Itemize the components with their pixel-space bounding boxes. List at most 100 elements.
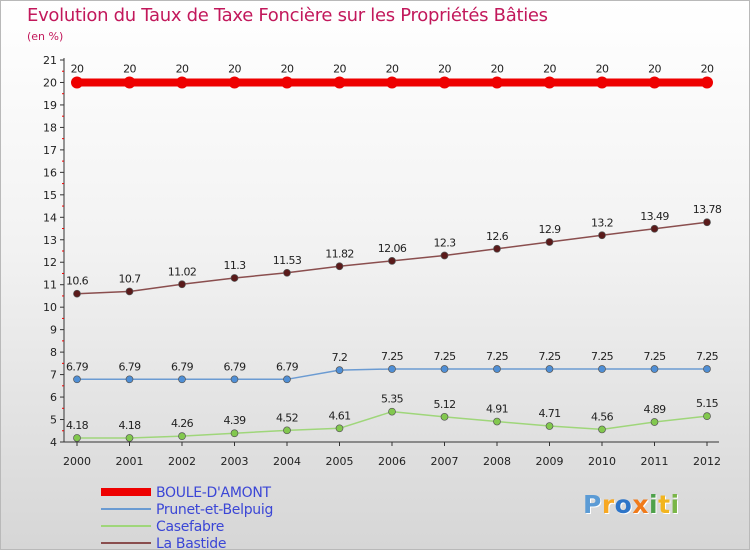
- data-label-la-bastide: 11.3: [223, 259, 246, 272]
- data-label-la-bastide: 11.53: [273, 254, 302, 267]
- legend-label-casefabre: Casefabre: [156, 519, 225, 535]
- y-tick-label: 15: [43, 189, 57, 202]
- y-tick-label: 21: [43, 54, 57, 67]
- data-point-boule-d-amont: [596, 76, 608, 89]
- data-label-boule-d-amont: 20: [71, 62, 84, 75]
- legend-label-boule-damont: BOULE-D'AMONT: [156, 485, 271, 501]
- y-tick-label: 10: [43, 301, 57, 314]
- y-tick-label: 5: [50, 414, 57, 427]
- data-point-boule-d-amont: [71, 76, 83, 89]
- data-label-prunet-et-belpuig: 6.79: [223, 360, 246, 373]
- y-tick-label: 19: [43, 99, 57, 112]
- data-point-casefabre: [440, 412, 449, 421]
- data-label-casefabre: 4.18: [66, 419, 89, 432]
- y-tick-label: 9: [50, 324, 57, 337]
- data-label-boule-d-amont: 20: [176, 62, 189, 75]
- data-label-casefabre: 4.52: [276, 411, 298, 424]
- x-tick-label: 2012: [693, 455, 721, 468]
- data-label-casefabre: 4.18: [118, 419, 141, 432]
- data-point-la-bastide: [650, 224, 659, 233]
- data-label-prunet-et-belpuig: 7.25: [696, 350, 719, 363]
- chart-title: Evolution du Taux de Taxe Foncière sur l…: [27, 5, 548, 26]
- data-label-prunet-et-belpuig: 7.25: [591, 350, 614, 363]
- y-tick-label: 14: [43, 211, 57, 224]
- data-label-boule-d-amont: 20: [701, 62, 714, 75]
- data-point-boule-d-amont: [386, 76, 398, 89]
- data-point-la-bastide: [73, 289, 81, 298]
- data-point-casefabre: [335, 424, 344, 433]
- data-label-boule-d-amont: 20: [648, 62, 661, 75]
- data-label-prunet-et-belpuig: 7.25: [433, 350, 456, 363]
- data-point-prunet-et-belpuig: [230, 375, 239, 384]
- x-tick-label: 2000: [63, 455, 91, 468]
- data-label-boule-d-amont: 20: [228, 62, 241, 75]
- y-axis-unit: (en %): [27, 30, 64, 43]
- logo-letter: o: [614, 490, 633, 519]
- x-tick-label: 2007: [431, 455, 459, 468]
- logo-letter: P: [583, 490, 602, 519]
- data-point-casefabre: [73, 434, 81, 442]
- data-point-la-bastide: [335, 262, 344, 271]
- x-tick-label: 2001: [116, 455, 144, 468]
- data-point-boule-d-amont: [701, 76, 713, 89]
- data-label-boule-d-amont: 20: [491, 62, 504, 75]
- data-label-prunet-et-belpuig: 6.79: [171, 360, 194, 373]
- y-tick-label: 12: [43, 256, 57, 269]
- legend-swatch-prunet-et-belpuig: [101, 508, 151, 510]
- data-label-boule-d-amont: 20: [438, 62, 451, 75]
- data-point-boule-d-amont: [228, 76, 241, 89]
- data-point-boule-d-amont: [648, 76, 661, 89]
- legend-label-la-bastide: La Bastide: [156, 536, 227, 552]
- data-point-la-bastide: [545, 238, 554, 246]
- data-label-la-bastide: 12.3: [433, 236, 456, 249]
- data-point-casefabre: [598, 425, 606, 434]
- y-tick-label: 4: [50, 436, 57, 449]
- data-point-la-bastide: [125, 287, 134, 296]
- data-point-la-bastide: [283, 268, 291, 277]
- data-point-prunet-et-belpuig: [545, 365, 554, 373]
- data-point-boule-d-amont: [281, 76, 293, 89]
- logo-letter: i: [670, 490, 680, 519]
- data-label-casefabre: 4.91: [486, 403, 508, 416]
- data-label-la-bastide: 11.02: [168, 265, 197, 278]
- data-label-casefabre: 4.61: [328, 409, 350, 422]
- data-label-la-bastide: 13.2: [591, 216, 613, 229]
- y-tick-label: 8: [50, 346, 57, 359]
- data-point-prunet-et-belpuig: [283, 375, 291, 384]
- data-point-casefabre: [283, 426, 291, 435]
- y-tick-label: 6: [50, 391, 57, 404]
- y-tick-label: 17: [43, 144, 57, 157]
- logo-letter: r: [601, 490, 615, 519]
- x-tick-label: 2002: [168, 455, 196, 468]
- proxiti-logo: Proxiti: [583, 490, 680, 519]
- data-label-boule-d-amont: 20: [543, 62, 556, 75]
- data-point-boule-d-amont: [438, 76, 451, 89]
- data-point-casefabre: [545, 422, 554, 430]
- data-label-la-bastide: 12.9: [538, 223, 561, 236]
- legend-swatch-boule-damont: [101, 488, 151, 496]
- data-label-la-bastide: 10.7: [118, 272, 141, 285]
- y-tick-label: 18: [43, 121, 57, 134]
- data-label-casefabre: 4.71: [538, 407, 560, 420]
- data-label-prunet-et-belpuig: 7.25: [381, 350, 404, 363]
- legend-swatch-casefabre: [101, 525, 151, 527]
- y-tick-label: 13: [43, 234, 57, 247]
- data-label-casefabre: 4.26: [171, 417, 194, 430]
- data-point-la-bastide: [388, 257, 396, 265]
- data-point-la-bastide: [493, 244, 501, 253]
- data-point-la-bastide: [598, 231, 606, 240]
- data-point-boule-d-amont: [543, 76, 556, 89]
- data-label-casefabre: 4.56: [591, 410, 614, 423]
- logo-letter: x: [632, 490, 649, 519]
- data-point-prunet-et-belpuig: [650, 365, 659, 373]
- data-point-prunet-et-belpuig: [335, 366, 344, 374]
- data-label-prunet-et-belpuig: 6.79: [276, 360, 299, 373]
- data-point-boule-d-amont: [491, 76, 503, 89]
- data-label-casefabre: 4.89: [643, 403, 666, 416]
- legend-label-prunet-et-belpuig: Prunet-et-Belpuig: [156, 502, 274, 518]
- data-point-casefabre: [125, 434, 134, 442]
- data-point-la-bastide: [703, 218, 711, 227]
- data-label-prunet-et-belpuig: 7.25: [643, 350, 666, 363]
- data-label-prunet-et-belpuig: 7.25: [538, 350, 561, 363]
- data-label-prunet-et-belpuig: 6.79: [118, 360, 141, 373]
